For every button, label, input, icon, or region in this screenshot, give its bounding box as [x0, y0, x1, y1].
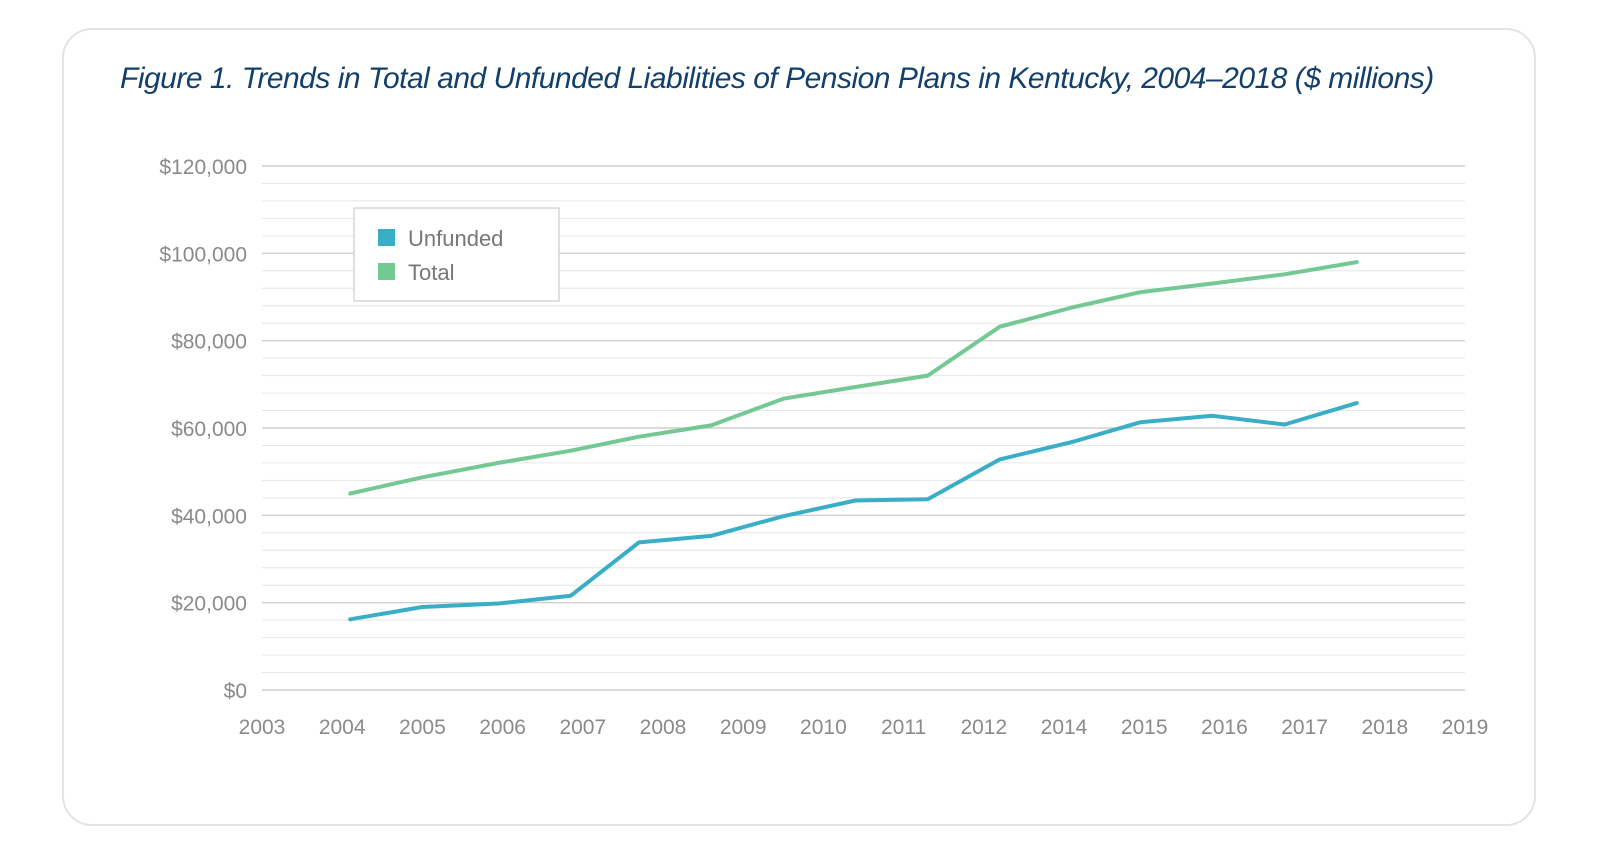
x-tick-label: 2011: [881, 716, 926, 739]
x-tick-label: 2016: [1201, 716, 1248, 739]
legend-swatch-unfunded: [378, 229, 395, 246]
y-tick-label: $100,000: [159, 243, 247, 266]
x-tick-label: 2009: [720, 716, 767, 739]
legend-label-total: Total: [408, 260, 454, 285]
x-tick-label: 2006: [479, 716, 526, 739]
chart-title: Figure 1. Trends in Total and Unfunded L…: [120, 62, 1434, 95]
y-tick-label: $40,000: [171, 505, 247, 528]
legend-box: [353, 207, 560, 302]
series-lines: [348, 260, 1359, 622]
x-tick-label: 2004: [319, 716, 366, 739]
x-tick-label: 2007: [559, 716, 606, 739]
series-line-total: [348, 260, 1359, 496]
x-tick-label: 2005: [399, 716, 446, 739]
x-axis-ticks: 2003 2004 2005 2006 2007 2008 2009 2010 2011 2012…: [239, 716, 1489, 739]
y-tick-label: $120,000: [159, 156, 247, 179]
x-tick-label: 2012: [960, 716, 1007, 739]
legend-swatch-total: [378, 263, 395, 280]
x-tick-label: 2018: [1361, 716, 1408, 739]
y-tick-label: $20,000: [171, 593, 247, 616]
x-tick-label: 2017: [1281, 716, 1328, 739]
series-line-unfunded: [348, 401, 1359, 622]
figure-card: [62, 28, 1536, 826]
x-tick-label: 2010: [800, 716, 847, 739]
y-tick-label: $0: [224, 680, 247, 703]
y-axis-ticks: $0 $20,000 $40,000 $60,000 $80,000 $100,000 $1…: [159, 156, 247, 703]
legend: Unfunded Total: [353, 207, 560, 302]
legend-label-unfunded: Unfunded: [408, 226, 503, 251]
x-tick-label: 2019: [1442, 716, 1489, 739]
x-tick-label: 2008: [640, 716, 687, 739]
x-tick-label: 2015: [1121, 716, 1168, 739]
y-tick-label: $80,000: [171, 331, 247, 354]
grid-lines: [262, 165, 1465, 691]
y-tick-label: $60,000: [171, 418, 247, 441]
x-tick-label: 2003: [239, 716, 286, 739]
x-tick-label: 2014: [1041, 716, 1088, 739]
